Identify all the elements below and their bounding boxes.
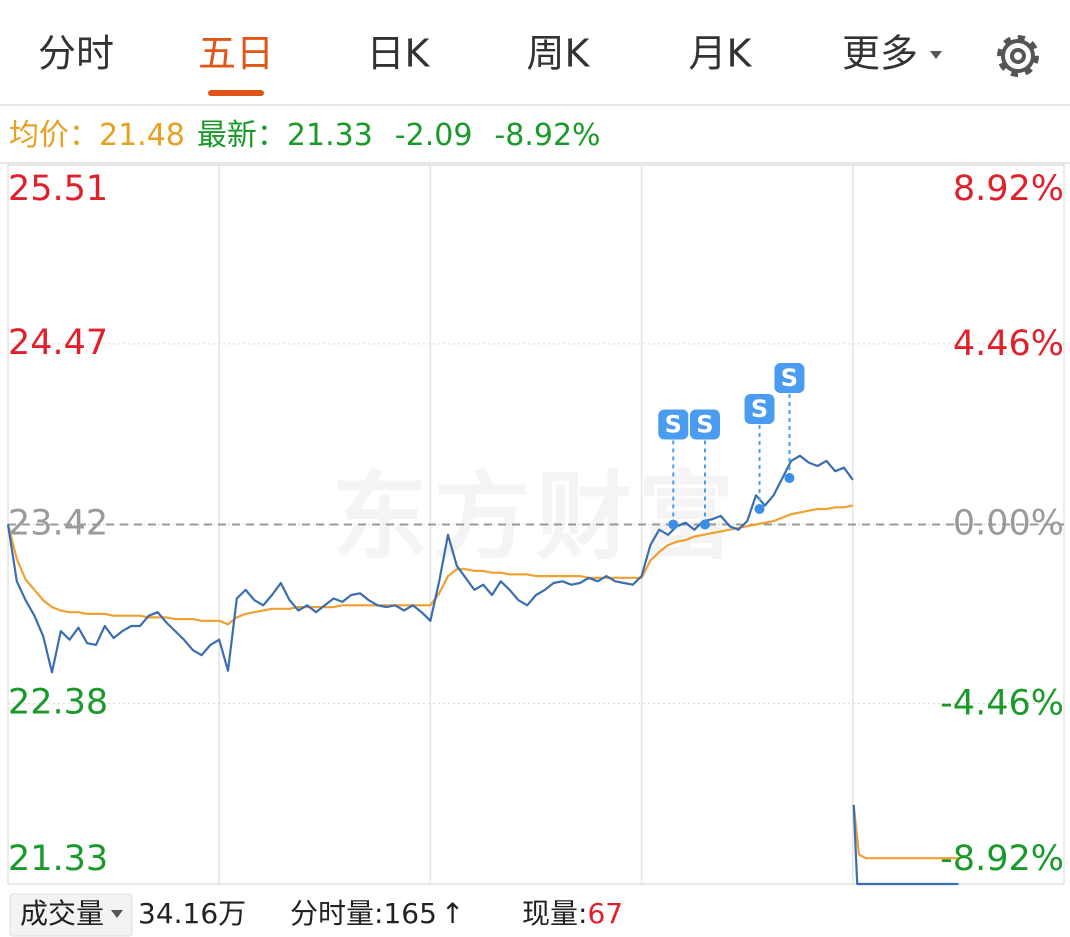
current-volume: 现量:67 — [522, 897, 623, 930]
y-tick-label: 21.33 — [8, 839, 108, 879]
y2-tick-label: -8.92% — [940, 839, 1064, 879]
marker-dot — [699, 519, 710, 530]
marker-badge — [774, 363, 805, 394]
tab[interactable]: 分时 — [38, 32, 114, 76]
gear-hole — [1010, 48, 1026, 64]
tab[interactable]: 日K — [367, 32, 431, 76]
series-line — [6, 504, 959, 860]
marker-label: S — [781, 364, 798, 392]
volume-selector[interactable] — [9, 893, 133, 937]
y-tick-label: 25.51 — [8, 169, 108, 209]
tick-volume-arrow: ↑ — [441, 897, 464, 930]
watermark: 东方财富 — [332, 460, 740, 573]
tab-bar: 分时 五日 日K 周K 月K 更多 — [38, 32, 918, 96]
tick-volume-value: 165 — [383, 897, 436, 930]
y2-tick-label: 8.92% — [953, 169, 1064, 209]
avg-label: 均价： — [9, 118, 99, 153]
marker-label: S — [751, 395, 768, 423]
gear-body — [1001, 39, 1035, 73]
y-tick-label: 22.38 — [8, 682, 108, 722]
tab[interactable]: 月K — [689, 32, 753, 76]
latest-value: 21.33 — [287, 118, 373, 153]
marker-label: S — [665, 411, 682, 439]
y-tick-label: 24.47 — [8, 323, 108, 363]
marker-dot — [784, 473, 795, 484]
marker-badge — [658, 409, 689, 440]
change-pct: -8.92% — [494, 118, 600, 153]
settings-icon[interactable] — [997, 35, 1039, 77]
volume: 34.16万 — [138, 897, 246, 930]
y2-tick-label: 4.46% — [953, 324, 1064, 364]
marker-dot — [668, 519, 679, 530]
marker-label: S — [696, 411, 713, 439]
series-line — [6, 454, 959, 886]
tab[interactable]: 周K — [527, 32, 591, 76]
chart: 东方财富25.5124.4723.4222.3821.338.92%4.46%0… — [6, 164, 1065, 886]
info-row: 均价：21.48 最新：21.33 -2.09 -8.92% — [9, 118, 601, 153]
current-volume-label: 现量: — [522, 897, 587, 930]
y2-tick-label: -4.46% — [940, 683, 1064, 723]
selector-arrow — [111, 910, 123, 918]
tab[interactable]: 五日 — [198, 32, 274, 76]
avg-value: 21.48 — [99, 118, 185, 153]
marker-dot — [754, 504, 765, 515]
marker-badge — [689, 409, 720, 440]
change: -2.09 — [395, 118, 473, 153]
tab[interactable]: 更多 — [842, 32, 918, 76]
tick-volume-label: 分时量: — [290, 897, 383, 930]
tick-volume: 分时量:165 ↑ — [290, 897, 464, 930]
latest-label: 最新： — [197, 118, 287, 153]
tab-indicator — [208, 90, 264, 96]
more-arrow — [930, 51, 942, 59]
volume-selector-label: 成交量 — [20, 897, 104, 930]
marker-badge — [744, 394, 775, 425]
current-volume-value: 67 — [587, 897, 623, 930]
